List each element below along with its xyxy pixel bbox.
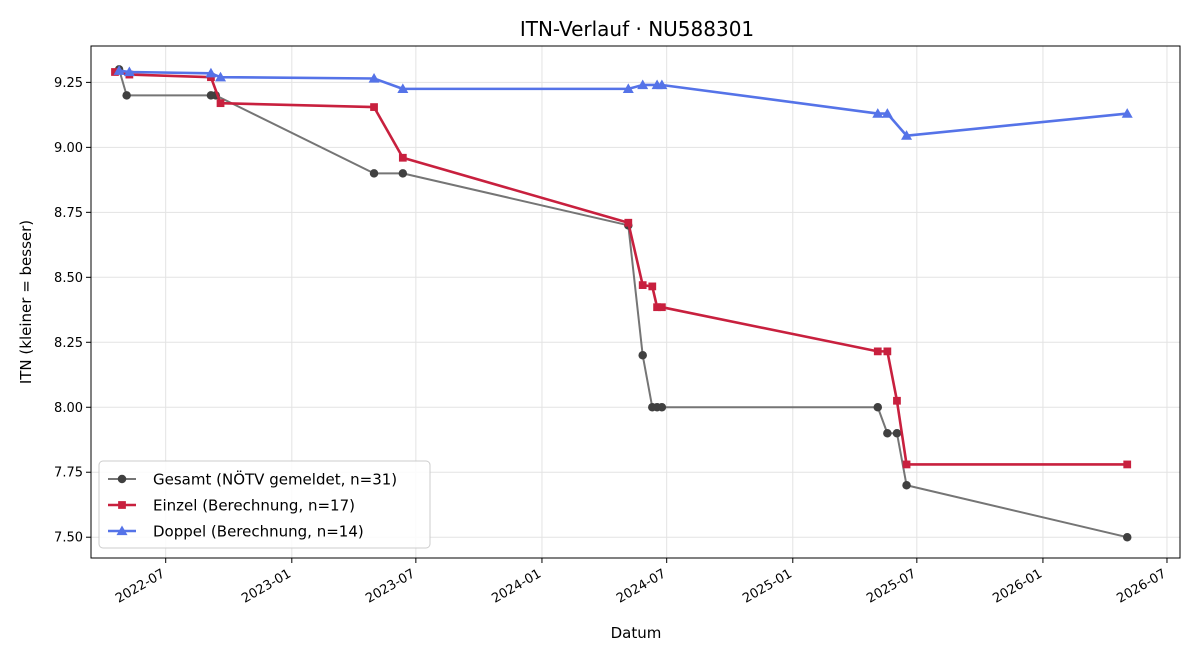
series-doppel-point bbox=[397, 83, 409, 94]
series-einzel-point bbox=[902, 460, 911, 469]
series-einzel-point bbox=[648, 282, 657, 291]
series-doppel-point bbox=[637, 79, 649, 90]
x-tick-label: 2024-07 bbox=[614, 566, 669, 606]
series-einzel-point bbox=[893, 396, 901, 405]
series-einzel-point bbox=[111, 68, 119, 76]
series-gesamt-point bbox=[398, 169, 408, 178]
series-einzel-point bbox=[370, 103, 378, 111]
x-tick-label: 2026-07 bbox=[1114, 566, 1169, 606]
y-tick-label: 7.75 bbox=[54, 466, 83, 481]
series-doppel-point bbox=[1121, 108, 1133, 118]
series-gesamt-point bbox=[873, 403, 883, 412]
x-tick-label: 2026-01 bbox=[990, 566, 1045, 606]
series-doppel-point bbox=[881, 108, 893, 118]
series-doppel-point bbox=[215, 71, 227, 82]
series-gesamt-point bbox=[369, 169, 379, 178]
y-tick-label: 8.00 bbox=[54, 401, 83, 416]
series-layer bbox=[111, 65, 1133, 542]
plot-frame bbox=[90, 45, 1181, 559]
series-doppel-point bbox=[901, 130, 913, 140]
series-einzel-point bbox=[398, 153, 407, 162]
y-axis-label: ITN (kleiner = besser) bbox=[17, 220, 35, 384]
series-einzel-point bbox=[1123, 460, 1132, 469]
y-tick-label: 7.50 bbox=[54, 531, 83, 546]
y-tick-label: 8.75 bbox=[54, 206, 83, 221]
x-axis-ticks: 2022-07 2023-01 2023-07 2024-01 2024-07 2025-… bbox=[113, 558, 1169, 607]
x-axis-label: Datum bbox=[611, 624, 662, 642]
legend-entry: Doppel (Berechnung, n=14) bbox=[153, 523, 364, 541]
series-gesamt-point bbox=[892, 428, 902, 438]
series-einzel-point bbox=[624, 218, 633, 227]
series-einzel-point bbox=[653, 303, 661, 312]
chart-title: ITN-Verlauf · NU588301 bbox=[520, 17, 754, 41]
series-gesamt-point bbox=[122, 91, 131, 100]
y-tick-label: 8.25 bbox=[54, 336, 83, 351]
series-gesamt-point bbox=[1122, 532, 1132, 542]
series-einzel-line bbox=[114, 70, 1128, 466]
y-tick-label: 8.50 bbox=[54, 271, 83, 286]
x-tick-label: 2024-01 bbox=[489, 566, 544, 606]
series-einzel-point bbox=[638, 281, 647, 289]
y-tick-label: 9.25 bbox=[54, 76, 83, 91]
series-einzel-point bbox=[883, 347, 892, 356]
legend-entry: Gesamt (NÖTV gemeldet, n=31) bbox=[153, 470, 397, 489]
series-doppel-point bbox=[872, 108, 884, 118]
series-doppel-point bbox=[123, 66, 135, 77]
series-doppel-point bbox=[368, 72, 380, 83]
series-doppel bbox=[113, 65, 1133, 140]
series-gesamt-point bbox=[657, 403, 667, 412]
series-doppel-point bbox=[113, 65, 125, 75]
x-tick-label: 2023-01 bbox=[239, 566, 294, 606]
series-einzel-point bbox=[216, 99, 225, 108]
series-doppel-point bbox=[205, 67, 217, 78]
legend-swatch-marker bbox=[118, 501, 126, 509]
series-einzel-point bbox=[658, 303, 666, 312]
series-gesamt-point bbox=[638, 351, 647, 360]
legend-swatch-marker bbox=[116, 525, 128, 536]
series-doppel-point bbox=[622, 83, 634, 94]
x-tick-label: 2023-07 bbox=[363, 566, 418, 606]
series-einzel-point bbox=[873, 347, 882, 356]
series-gesamt-point bbox=[902, 480, 911, 490]
y-tick-label: 9.00 bbox=[54, 141, 83, 156]
x-tick-label: 2022-07 bbox=[113, 566, 168, 606]
series-doppel-point bbox=[656, 79, 668, 90]
legend-entry: Einzel (Berechnung, n=17) bbox=[153, 497, 355, 515]
series-gesamt-point bbox=[883, 428, 892, 438]
legend-swatch-marker bbox=[117, 474, 127, 484]
x-tick-label: 2025-01 bbox=[740, 566, 795, 606]
y-axis-ticks: 7.50 7.75 8.00 8.25 8.50 8.75 9.00 9.25 bbox=[54, 76, 91, 546]
x-tick-label: 2025-07 bbox=[864, 566, 919, 606]
legend: Gesamt (NÖTV gemeldet, n=31) Einzel (Bere… bbox=[98, 460, 431, 549]
legend-box bbox=[98, 460, 431, 549]
